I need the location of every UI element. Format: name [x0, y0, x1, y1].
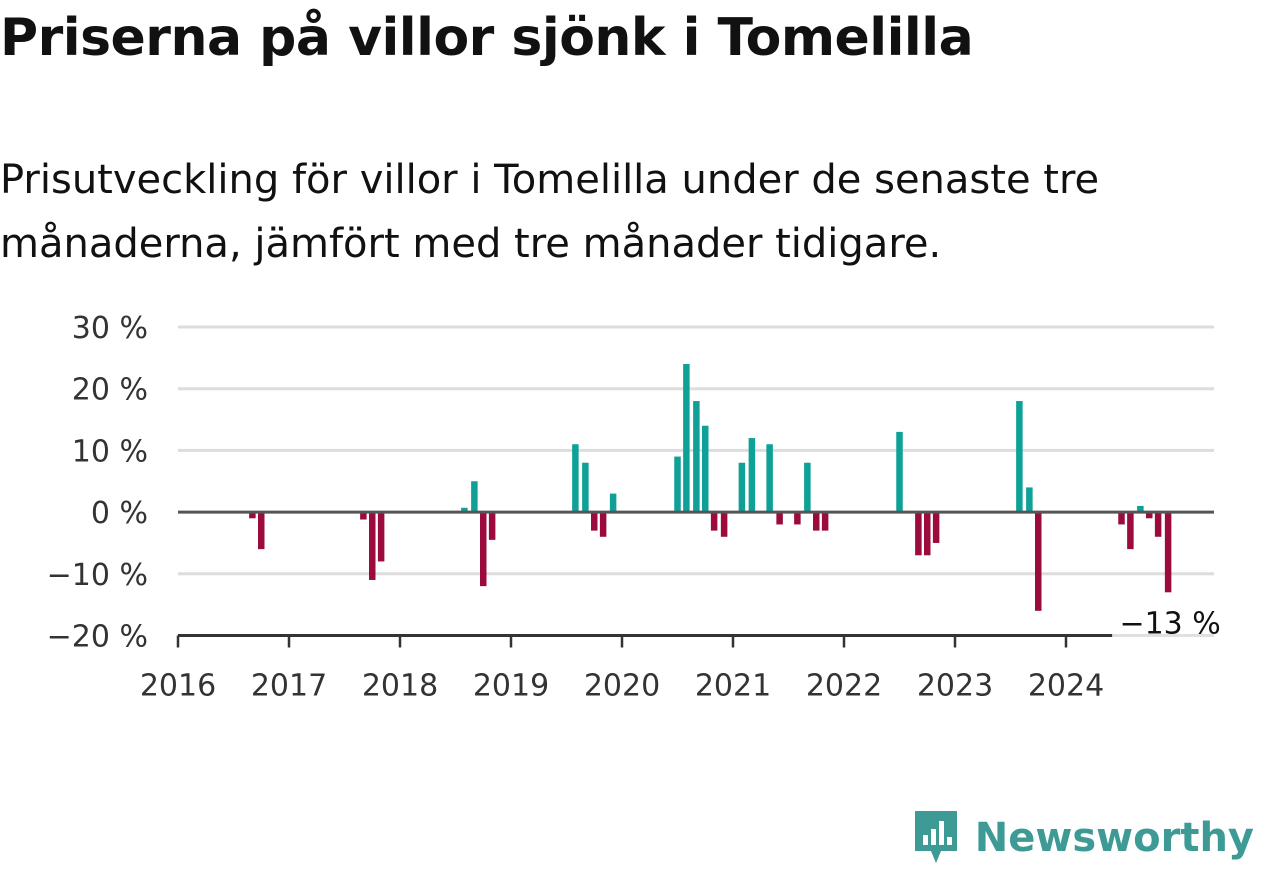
bar: [896, 431, 903, 513]
bar: [369, 512, 376, 580]
y-tick-label: −20 %: [47, 620, 148, 655]
bar: [1164, 512, 1172, 593]
y-tick-label: 10 %: [72, 434, 148, 469]
x-tick-label: 2017: [251, 669, 327, 704]
bar: [702, 425, 709, 513]
bar: [582, 462, 589, 513]
bar: [488, 512, 496, 540]
axes: [176, 510, 1214, 648]
y-tick-label: 30 %: [72, 311, 148, 346]
chart-subtitle: Prisutveckling för villor i Tomelilla un…: [0, 157, 1100, 267]
brand-name: Newsworthy: [974, 815, 1254, 861]
x-tick-label: 2020: [584, 669, 660, 704]
x-tick-label: 2021: [695, 669, 771, 704]
bar: [924, 512, 931, 556]
bar: [804, 462, 811, 513]
bar: [776, 512, 783, 525]
bar: [609, 493, 617, 513]
bar: [591, 512, 598, 531]
bar-chart-speech-bubble-icon: [911, 807, 961, 869]
bar: [1137, 505, 1144, 513]
bar: [360, 512, 367, 520]
bar: [249, 512, 256, 519]
bar: [1127, 512, 1134, 550]
bar: [377, 512, 385, 562]
value-label: −13 %: [1119, 607, 1220, 642]
bar: [1146, 512, 1153, 519]
bar: [813, 512, 820, 531]
bar: [572, 444, 579, 513]
annotations: −13 %: [1112, 603, 1227, 642]
y-tick-label: −10 %: [47, 558, 148, 593]
x-tick-label: 2018: [362, 669, 438, 704]
value-label-background: [1112, 603, 1227, 642]
bar: [461, 507, 468, 513]
bar: [1016, 401, 1023, 513]
bar: [766, 444, 773, 513]
bar: [599, 512, 607, 537]
bars: [249, 364, 1172, 611]
bar: [1035, 512, 1042, 611]
bar: [683, 364, 690, 513]
x-tick-label: 2019: [473, 669, 549, 704]
x-tick-label: 2016: [140, 669, 216, 704]
bar: [674, 456, 681, 513]
bar: [821, 512, 829, 531]
x-tick-label: 2023: [917, 669, 993, 704]
bar: [720, 512, 728, 537]
y-tick-label: 0 %: [91, 496, 148, 531]
x-tick-label: 2022: [806, 669, 882, 704]
x-axis-labels: 2016 2017 2018 2019 2020 2021 2022 2023 2024: [140, 669, 1104, 704]
bar: [1154, 512, 1162, 537]
bar: [1118, 512, 1125, 525]
brand-logo: Newsworthy: [911, 807, 1254, 869]
bar: [710, 512, 718, 531]
bar: [258, 512, 265, 550]
chart-title: Priserna på villor sjönk i Tomelilla: [0, 8, 974, 68]
bar: [794, 512, 801, 525]
bar: [738, 462, 746, 513]
x-tick-label: 2024: [1028, 669, 1104, 704]
y-tick-label: 20 %: [72, 373, 148, 408]
y-axis-labels: 30 % 20 % 10 % 0 % −10 % −20 %: [47, 311, 148, 655]
bar: [693, 401, 700, 513]
bar: [471, 481, 478, 513]
bar: [748, 438, 756, 513]
bar: [480, 512, 487, 587]
bar: [1026, 487, 1033, 513]
bar: [932, 512, 940, 543]
bar: [915, 512, 922, 556]
